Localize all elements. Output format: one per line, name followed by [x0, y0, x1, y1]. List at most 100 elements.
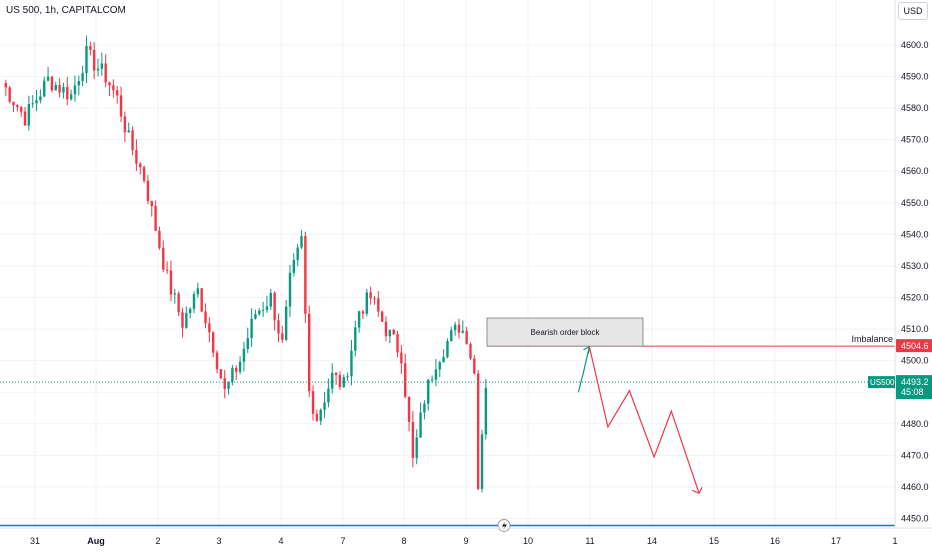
- candle-body: [361, 311, 365, 314]
- candle: [407, 396, 411, 432]
- candle: [165, 261, 169, 274]
- candle: [354, 320, 357, 357]
- candle-body: [131, 130, 134, 151]
- candle: [112, 79, 115, 98]
- candle-body: [369, 292, 372, 299]
- candle-body: [331, 372, 334, 389]
- candle-body: [319, 409, 322, 421]
- x-tick-label: 11: [585, 536, 594, 546]
- candle: [292, 253, 296, 277]
- y-tick-label: 4480.0: [901, 419, 929, 429]
- candle: [438, 360, 441, 377]
- candle-body: [334, 372, 338, 376]
- y-tick-label: 4500.0: [901, 356, 929, 366]
- candle: [154, 200, 157, 232]
- candle: [215, 350, 219, 374]
- candle-body: [235, 367, 238, 372]
- candle: [423, 400, 426, 420]
- candle-body: [231, 367, 234, 382]
- symbol-tag: [868, 376, 895, 389]
- candle: [92, 42, 96, 80]
- candle: [265, 295, 269, 313]
- candle: [404, 353, 407, 399]
- candle: [346, 372, 349, 382]
- chart-title: US 500, 1h, CAPITALCOM: [6, 5, 126, 16]
- candle-body: [457, 324, 461, 333]
- x-tick-label: 7: [340, 536, 345, 546]
- candle-body: [20, 107, 23, 112]
- candle-body: [377, 298, 380, 312]
- candle: [12, 101, 15, 112]
- candle-body: [196, 288, 200, 295]
- candle-body: [480, 434, 484, 489]
- candle-body: [242, 348, 246, 362]
- candle: [223, 370, 226, 399]
- candle-body: [8, 87, 11, 102]
- lightning-icon[interactable]: [497, 518, 511, 532]
- y-tick-label: 4450.0: [901, 514, 929, 524]
- drawings[interactable]: Imbalance Bearish order block: [0, 317, 895, 532]
- time-axis[interactable]: 31 Aug 2 3 4 7 8 9 10 11 14 15 16 17 1: [0, 527, 932, 546]
- candle: [235, 365, 238, 380]
- x-tick-label: 9: [463, 536, 468, 546]
- y-tick-label: 4460.0: [901, 482, 929, 492]
- candle: [139, 161, 142, 175]
- forecast-down-path[interactable]: [588, 346, 700, 494]
- candle: [480, 429, 484, 493]
- y-tick-label: 4560.0: [901, 166, 929, 176]
- candle: [369, 286, 372, 305]
- x-tick-label: 17: [831, 536, 841, 546]
- candle-body: [142, 167, 146, 181]
- candle: [192, 291, 196, 314]
- candle-body: [304, 235, 307, 314]
- candle-body: [277, 320, 280, 334]
- forecast-up-arrowhead: [583, 345, 591, 354]
- candle-body: [300, 235, 303, 248]
- candle: [119, 86, 123, 123]
- candle: [204, 303, 207, 329]
- candle: [142, 165, 146, 183]
- candle: [200, 287, 203, 313]
- x-tick-label: Aug: [87, 536, 105, 546]
- candle-body: [119, 95, 123, 117]
- candle-body: [407, 396, 411, 422]
- candle: [39, 89, 42, 104]
- candle: [116, 85, 119, 104]
- order-block-box[interactable]: [486, 317, 644, 347]
- candle-body: [158, 230, 161, 248]
- candle: [273, 291, 276, 331]
- y-tick-label: 4600.0: [901, 40, 929, 50]
- candle: [258, 308, 261, 316]
- current-price-tag: [896, 375, 932, 400]
- candle-body: [165, 269, 169, 271]
- candle: [473, 354, 476, 375]
- candle-body: [465, 330, 468, 344]
- candle: [158, 226, 161, 250]
- candle-body: [135, 150, 138, 164]
- price-axis[interactable]: 4450.04460.04470.04480.04490.04500.04510…: [868, 0, 932, 528]
- candle-body: [116, 90, 119, 96]
- candle: [400, 345, 403, 374]
- candle: [476, 369, 480, 490]
- candle-body: [73, 85, 77, 95]
- y-tick-label: 4550.0: [901, 198, 929, 208]
- forecast-up-arrow[interactable]: [577, 346, 590, 393]
- candle-body: [476, 373, 480, 489]
- candle: [296, 243, 299, 267]
- candle: [20, 105, 23, 117]
- candle-body: [327, 388, 330, 403]
- candle: [261, 301, 265, 317]
- candle: [465, 326, 468, 345]
- candle-body: [434, 369, 438, 380]
- candle-body: [188, 308, 192, 313]
- currency-selector[interactable]: USD: [898, 2, 928, 20]
- candle: [434, 358, 438, 387]
- countdown-text: 45:08: [901, 387, 924, 397]
- candle: [361, 309, 365, 320]
- candle: [373, 295, 376, 305]
- candle-body: [169, 270, 173, 295]
- candle: [196, 282, 200, 298]
- candle: [100, 52, 104, 76]
